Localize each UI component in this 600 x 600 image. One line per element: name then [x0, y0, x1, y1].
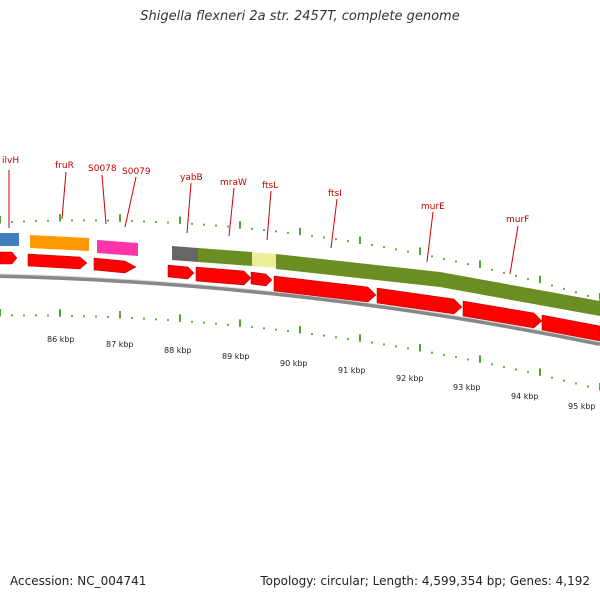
gene-label-murF: murF [506, 215, 529, 225]
genome-backbone [0, 274, 600, 346]
gene-label-S0078: S0078 [88, 164, 117, 174]
gene-label-fruR: fruR [55, 161, 74, 171]
cds-arrow [541, 314, 600, 342]
label-line-mraW [228, 187, 235, 237]
cds-arrow [376, 287, 463, 315]
kbp-label: 95 kbp [568, 402, 596, 411]
label-line-fruR [61, 171, 67, 220]
kbp-label: 86 kbp [47, 335, 75, 344]
label-line-ftsI [330, 198, 338, 249]
kbp-label: 94 kbp [511, 392, 539, 401]
label-line-murF [509, 225, 519, 275]
kbp-label: 92 kbp [396, 374, 424, 383]
feature-ftsI-murE-murF-block [276, 254, 600, 316]
lower-tick-ruler [0, 309, 600, 391]
feature-ilvH-block [0, 233, 19, 246]
kbp-label: 88 kbp [164, 346, 192, 355]
label-line-S0079 [124, 176, 137, 228]
upper-tick-ruler [0, 214, 600, 301]
cds-arrow [195, 266, 252, 286]
genome-title: Shigella flexneri 2a str. 2457T, complet… [140, 9, 460, 24]
gene-label-yabB: yabB [180, 173, 203, 183]
feature-fruR-block [30, 235, 89, 251]
kbp-label: 90 kbp [280, 359, 308, 368]
cds-arrow [250, 271, 273, 287]
kbp-label: 87 kbp [106, 340, 134, 349]
label-line-S0078 [101, 174, 107, 225]
kbp-label: 93 kbp [453, 383, 481, 392]
cds-arrow [167, 264, 195, 280]
accession-text: Accession: NC_004741 [10, 574, 147, 588]
label-line-murE [426, 211, 434, 263]
cds-arrow [93, 257, 137, 274]
genome-backbone-highlight [0, 273, 600, 343]
gene-label-S0079: S0079 [122, 167, 151, 177]
gene-label-ftsL: ftsL [262, 181, 278, 191]
gene-label-lines [8, 170, 519, 275]
gene-label-murE: murE [421, 202, 445, 212]
gene-label-mraW: mraW [220, 178, 247, 188]
gene-labels: ilvH fruR S0078 S0079 yabB mraW ftsL fts… [2, 156, 529, 225]
cds-arrow [0, 251, 18, 265]
cds-arrow [273, 275, 377, 303]
feature-ftsL-block [252, 252, 276, 268]
feature-S0078-block [97, 240, 138, 256]
kbp-labels: 86 kbp 87 kbp 88 kbp 89 kbp 90 kbp 91 kb… [47, 335, 596, 411]
cds-arrow [462, 300, 543, 329]
feature-yabB-block [172, 246, 198, 262]
cds-arrow [27, 253, 88, 270]
kbp-label: 89 kbp [222, 352, 250, 361]
kbp-label: 91 kbp [338, 366, 366, 375]
genome-summary: Topology: circular; Length: 4,599,354 bp… [260, 574, 590, 588]
label-line-ftsL [266, 190, 272, 241]
cds-arrows [0, 251, 600, 342]
feature-mraW-block [198, 248, 252, 266]
gene-label-ilvH: ilvH [2, 156, 19, 166]
gene-label-ftsI: ftsI [328, 189, 342, 199]
label-line-yabB [186, 182, 192, 234]
